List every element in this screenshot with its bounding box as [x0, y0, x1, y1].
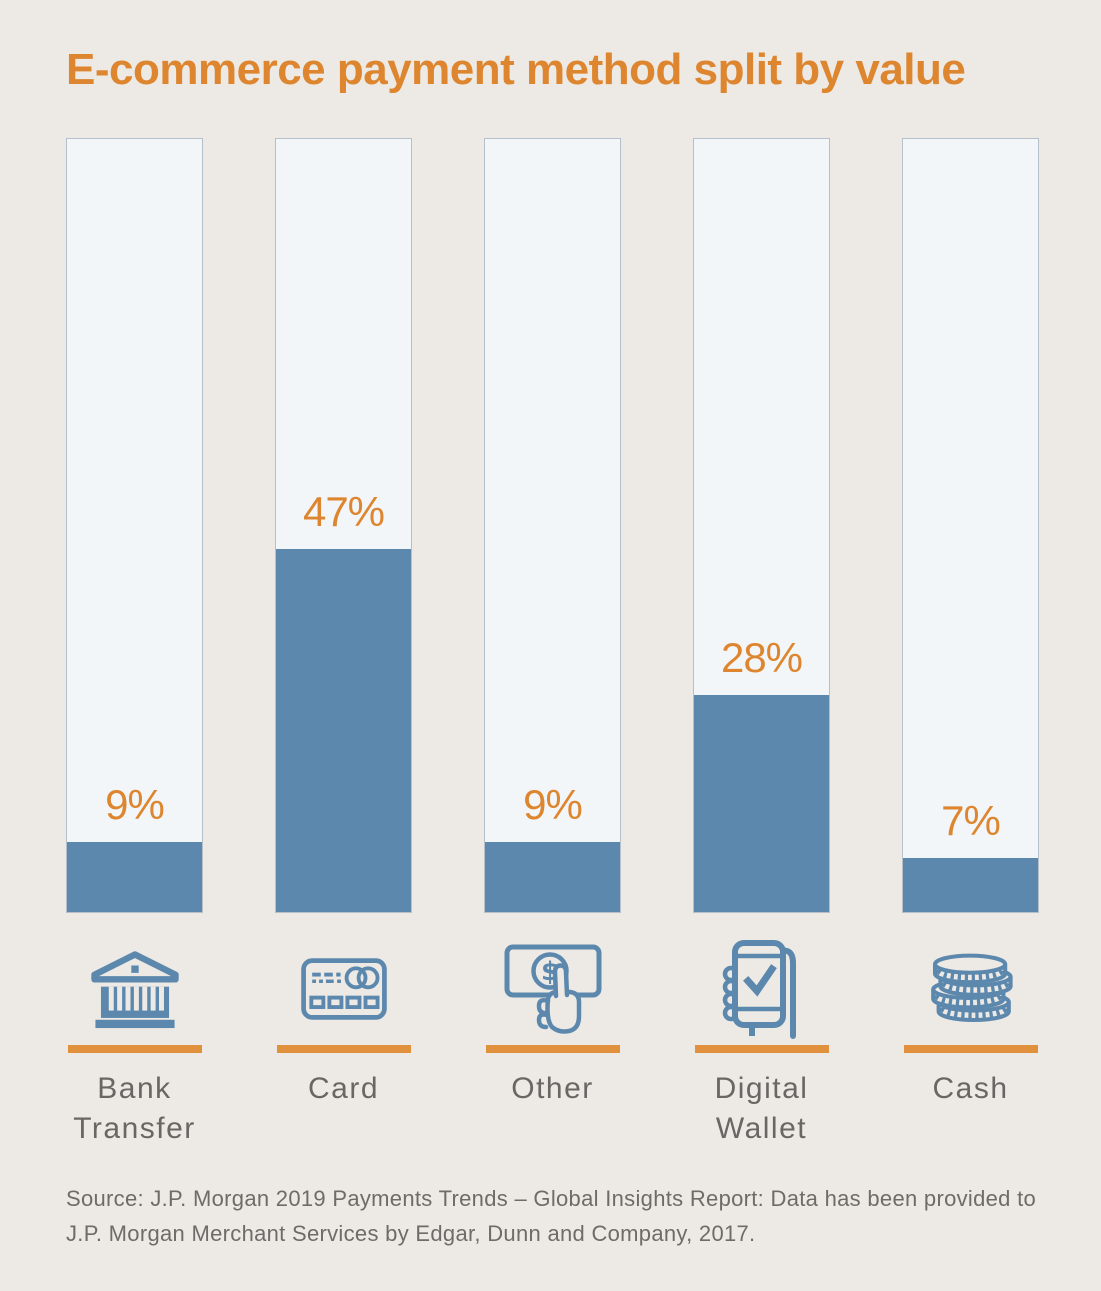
bar-column: 9% $ Other	[484, 137, 621, 1150]
bar-track: 9%	[66, 137, 203, 913]
bar-column: 28% Digital Wallet	[693, 137, 830, 1150]
credit-card-icon	[275, 941, 412, 1037]
source-note: Source: J.P. Morgan 2019 Payments Trends…	[66, 1186, 1037, 1246]
bar-value-label: 47%	[302, 487, 385, 535]
bar-fill	[903, 857, 1038, 912]
bar-column: 9% Bank Transfer	[66, 137, 203, 1150]
bar-fill	[276, 548, 411, 912]
mobile-payment-icon	[693, 939, 830, 1039]
category-underline	[903, 1044, 1038, 1053]
banknote-hand-icon: $	[484, 941, 621, 1037]
coins-icon	[902, 941, 1039, 1037]
bar-column: 7%	[902, 137, 1039, 1150]
bar-track: 28%	[693, 137, 830, 913]
chart-title: E-commerce payment method split by value	[66, 45, 966, 94]
bar-track: 7%	[902, 137, 1039, 913]
category-label: Card	[307, 1071, 380, 1105]
category-label: Other	[511, 1071, 594, 1105]
bar-chart: 9% Bank Transfer	[0, 137, 1101, 1150]
category-underline	[694, 1044, 829, 1053]
category-underline	[485, 1044, 620, 1053]
bar-track: 9%	[484, 137, 621, 913]
bar-fill	[694, 695, 829, 912]
bar-value-label: 7%	[941, 796, 1001, 844]
bar-value-label: 9%	[105, 781, 165, 829]
bar-track: 47%	[275, 137, 412, 913]
category-underline	[67, 1044, 202, 1053]
bar-value-label: 28%	[720, 634, 803, 682]
category-label: Bank Transfer	[73, 1071, 196, 1146]
bar-column: 47%	[275, 137, 412, 1150]
category-underline	[276, 1044, 411, 1053]
bar-fill	[67, 842, 202, 912]
category-label: Digital Wallet	[714, 1071, 809, 1146]
category-label: Cash	[932, 1071, 1009, 1105]
bank-icon	[66, 941, 203, 1037]
bar-fill	[485, 842, 620, 912]
bar-value-label: 9%	[523, 781, 583, 829]
